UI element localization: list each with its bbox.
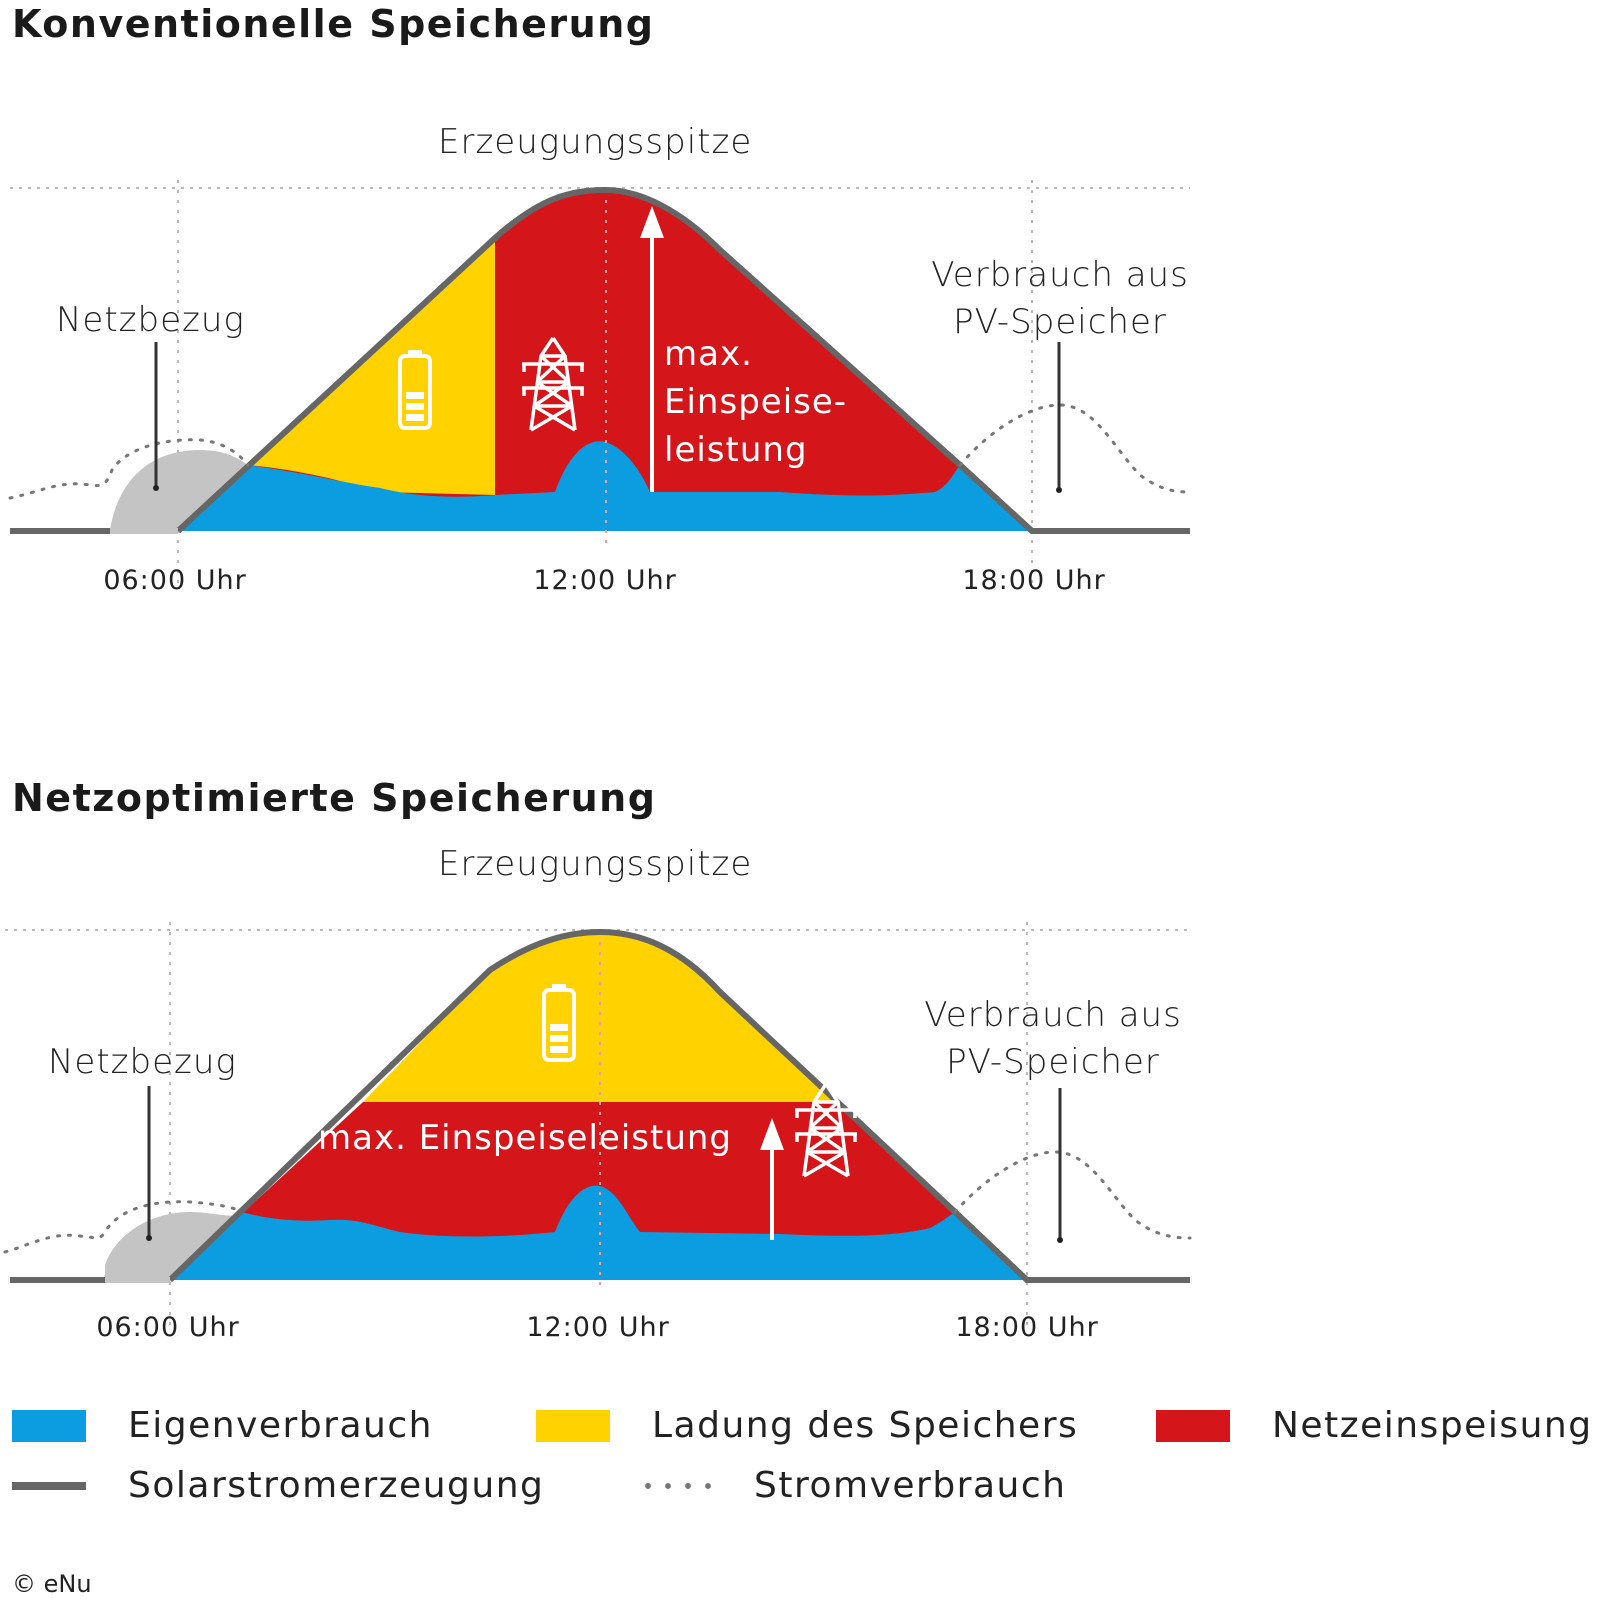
tick-0600: 06:00 Uhr <box>103 565 247 596</box>
pv-speicher-label: Verbrauch aus PV-Speicher <box>931 255 1189 342</box>
legend-swatch-red <box>1156 1409 1230 1442</box>
tick-1800: 18:00 Uhr <box>955 1312 1099 1343</box>
chart1-graphic <box>8 180 1192 590</box>
battery-icon <box>398 350 432 430</box>
stromverbrauch-line-right <box>953 1150 1192 1240</box>
power-pylon-icon <box>522 337 584 432</box>
netzbezug-area <box>110 450 248 531</box>
max-einspeiseleistung-label: max. Einspeiseleistung <box>318 1118 732 1158</box>
tick-0600: 06:00 Uhr <box>96 1312 240 1343</box>
legend-solarstrom: Solarstromerzeugung <box>12 1465 544 1506</box>
legend-swatch-yellow <box>536 1409 610 1442</box>
legend-eigenverbrauch: Eigenverbrauch <box>12 1405 433 1446</box>
chart1-title: Konventionelle Speicherung <box>12 2 655 46</box>
tick-1200: 12:00 Uhr <box>526 1312 670 1343</box>
netzbezug-area <box>105 1212 242 1280</box>
netzbezug-label: Netzbezug <box>48 1042 237 1082</box>
solarstrom-line <box>10 928 1190 1283</box>
ladung-area <box>248 238 495 495</box>
chart-netzoptimiert: Erzeugungsspitze Netzbezug Verbrauch aus… <box>0 844 1200 1380</box>
eigenverbrauch-area <box>178 441 1032 531</box>
legend-stromverbrauch: Stromverbrauch <box>638 1465 1066 1506</box>
power-pylon-icon <box>795 1083 857 1178</box>
peak-label: Erzeugungsspitze <box>438 844 753 884</box>
copyright: © eNu <box>12 1570 92 1598</box>
chart2-graphic <box>3 922 1192 1330</box>
stromverbrauch-line-right <box>958 403 1192 494</box>
ladung-area <box>363 932 835 1102</box>
eigenverbrauch-area <box>170 1185 1027 1280</box>
legend-line-icon <box>12 1481 86 1490</box>
tick-1200: 12:00 Uhr <box>533 565 677 596</box>
arrow-up-icon <box>760 1118 784 1240</box>
peak-label: Erzeugungsspitze <box>438 122 753 162</box>
max-einspeiseleistung-label: max. Einspeise- leistung <box>664 334 848 470</box>
netzbezug-label: Netzbezug <box>56 300 245 340</box>
legend: Eigenverbrauch Ladung des Speichers Netz… <box>0 1405 1600 1545</box>
chart-konventionell: Erzeugungsspitze Netzbezug Verbrauch aus… <box>0 120 1200 640</box>
chart2-title: Netzoptimierte Speicherung <box>12 776 657 820</box>
legend-swatch-blue <box>12 1409 86 1442</box>
tick-1800: 18:00 Uhr <box>962 565 1106 596</box>
legend-ladung: Ladung des Speichers <box>536 1405 1078 1446</box>
solarstrom-line <box>10 186 1190 534</box>
stromverbrauch-line-left <box>8 438 250 500</box>
legend-dots-icon <box>638 1481 712 1490</box>
legend-netzeinspeisung: Netzeinspeisung <box>1156 1405 1593 1446</box>
pv-speicher-label: Verbrauch aus PV-Speicher <box>924 995 1182 1082</box>
battery-icon <box>542 984 576 1062</box>
arrow-up-icon <box>640 206 664 492</box>
